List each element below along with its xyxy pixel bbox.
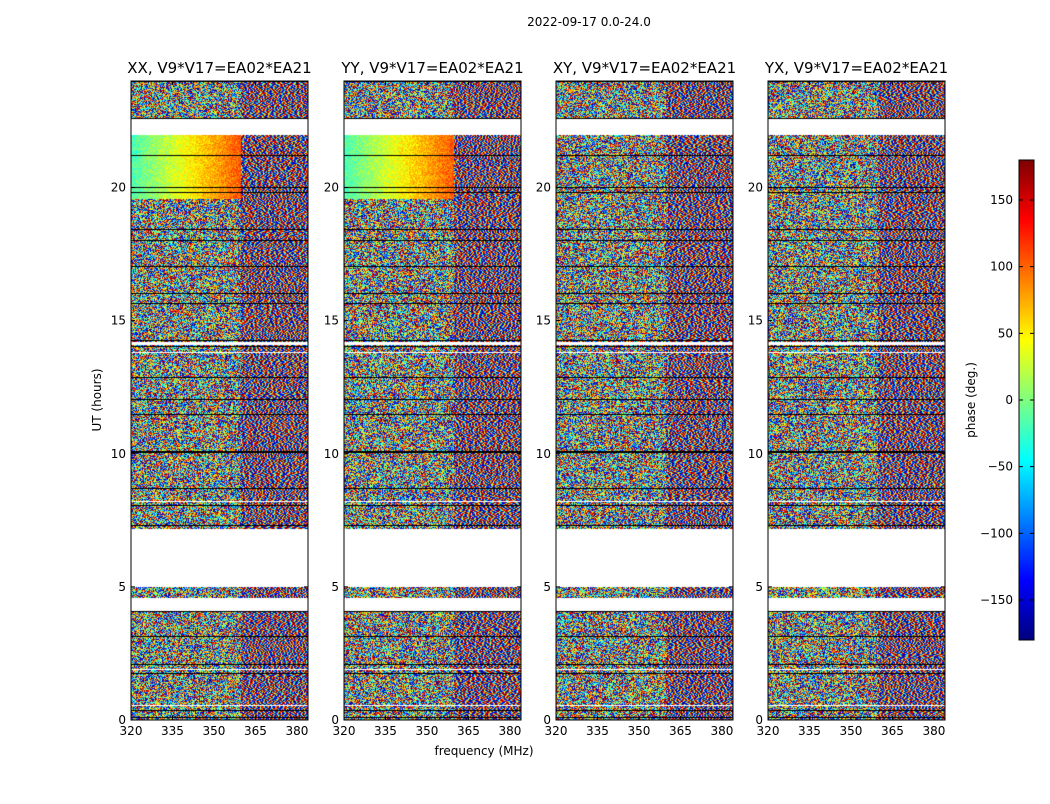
x-tick-label: 380 (285, 724, 308, 738)
y-tick-label: 0 (755, 713, 763, 727)
panel-title-xy: XY, V9*V17=EA02*EA21 (553, 59, 736, 77)
panel-title-yx: YX, V9*V17=EA02*EA21 (764, 59, 948, 77)
x-tick-label: 320 (333, 724, 356, 738)
y-tick-label: 0 (118, 713, 126, 727)
x-tick-label: 350 (416, 724, 439, 738)
x-tick-label: 380 (498, 724, 521, 738)
x-tick-label: 365 (244, 724, 267, 738)
x-tick-label: 365 (457, 724, 480, 738)
y-tick-label: 10 (324, 447, 339, 461)
y-tick-label: 10 (748, 447, 763, 461)
x-tick-label: 365 (669, 724, 692, 738)
colorbar-tick-label: −150 (980, 593, 1013, 607)
y-tick-label: 20 (536, 181, 551, 195)
colorbar-tick-label: 100 (990, 260, 1013, 274)
heatmap-image-xx (131, 81, 308, 720)
colorbar-tick-label: 0 (1005, 393, 1013, 407)
y-tick-label: 0 (543, 713, 551, 727)
colorbar-tick-label: 50 (998, 326, 1013, 340)
panel-xx: XX, V9*V17=EA02*EA21 320 335 350 365 380 0 5 10 1… (111, 59, 312, 738)
colorbar-label: phase (deg.) (964, 362, 978, 438)
y-tick-label: 5 (543, 580, 551, 594)
y-tick-label: 0 (331, 713, 339, 727)
panel-frame-xx (130, 80, 309, 721)
x-tick-label: 320 (545, 724, 568, 738)
y-tick-label: 15 (324, 314, 339, 328)
panel-xy: XY, V9*V17=EA02*EA21 320 335 350 365 380 0 5 10 1… (536, 59, 736, 738)
y-tick-label: 20 (748, 181, 763, 195)
panel-title-yy: YY, V9*V17=EA02*EA21 (340, 59, 523, 77)
y-tick-label: 5 (118, 580, 126, 594)
x-tick-label: 350 (203, 724, 226, 738)
x-tick-label: 335 (374, 724, 397, 738)
y-axis-label: UT (hours) (90, 368, 104, 431)
y-tick-label: 15 (111, 314, 126, 328)
x-tick-label: 335 (586, 724, 609, 738)
y-tick-label: 20 (111, 181, 126, 195)
x-tick-label: 380 (922, 724, 945, 738)
panel-frame-yx (767, 80, 946, 721)
x-tick-label: 350 (840, 724, 863, 738)
heatmap-image-xy (556, 81, 733, 720)
y-tick-label: 5 (755, 580, 763, 594)
figure-title: 2022-09-17 0.0-24.0 (527, 15, 651, 29)
x-tick-label: 320 (757, 724, 780, 738)
x-tick-label: 335 (161, 724, 184, 738)
colorbar: −150 −100 −50 0 50 100 150 (980, 159, 1035, 641)
panel-yy: YY, V9*V17=EA02*EA21 320 335 350 365 380 0 5 10 1… (324, 59, 524, 738)
x-tick-label: 350 (628, 724, 651, 738)
colorbar-tick-label: 150 (990, 193, 1013, 207)
colorbar-tick-label: −50 (988, 460, 1013, 474)
panel-title-xx: XX, V9*V17=EA02*EA21 (127, 59, 311, 77)
x-tick-label: 335 (798, 724, 821, 738)
x-tick-label: 380 (710, 724, 733, 738)
y-tick-label: 15 (536, 314, 551, 328)
x-axis-label: frequency (MHz) (434, 744, 533, 758)
panel-yx: YX, V9*V17=EA02*EA21 320 335 350 365 380 0 5 10 1… (748, 59, 948, 738)
heatmap-image-yx (768, 81, 945, 720)
heatmap-image-yy (344, 81, 521, 720)
y-tick-label: 10 (111, 447, 126, 461)
x-tick-label: 320 (120, 724, 143, 738)
panel-frame-yy (343, 80, 522, 721)
y-tick-label: 10 (536, 447, 551, 461)
panel-frame-xy (555, 80, 734, 721)
x-tick-label: 365 (881, 724, 904, 738)
y-tick-label: 5 (331, 580, 339, 594)
y-tick-label: 15 (748, 314, 763, 328)
colorbar-tick-label: −100 (980, 526, 1013, 540)
panels-group: XX, V9*V17=EA02*EA21 320 335 350 365 380 0 5 10 1… (111, 59, 948, 738)
y-tick-label: 20 (324, 181, 339, 195)
